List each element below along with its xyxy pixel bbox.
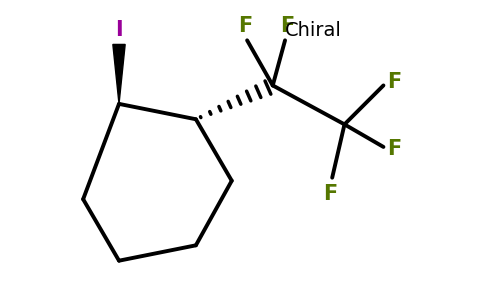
- Text: F: F: [280, 16, 294, 36]
- Text: Chiral: Chiral: [285, 21, 342, 40]
- Text: F: F: [388, 72, 402, 92]
- Text: F: F: [323, 184, 337, 204]
- Text: F: F: [388, 139, 402, 159]
- Polygon shape: [113, 44, 125, 104]
- Text: I: I: [115, 20, 123, 40]
- Text: F: F: [238, 16, 252, 36]
